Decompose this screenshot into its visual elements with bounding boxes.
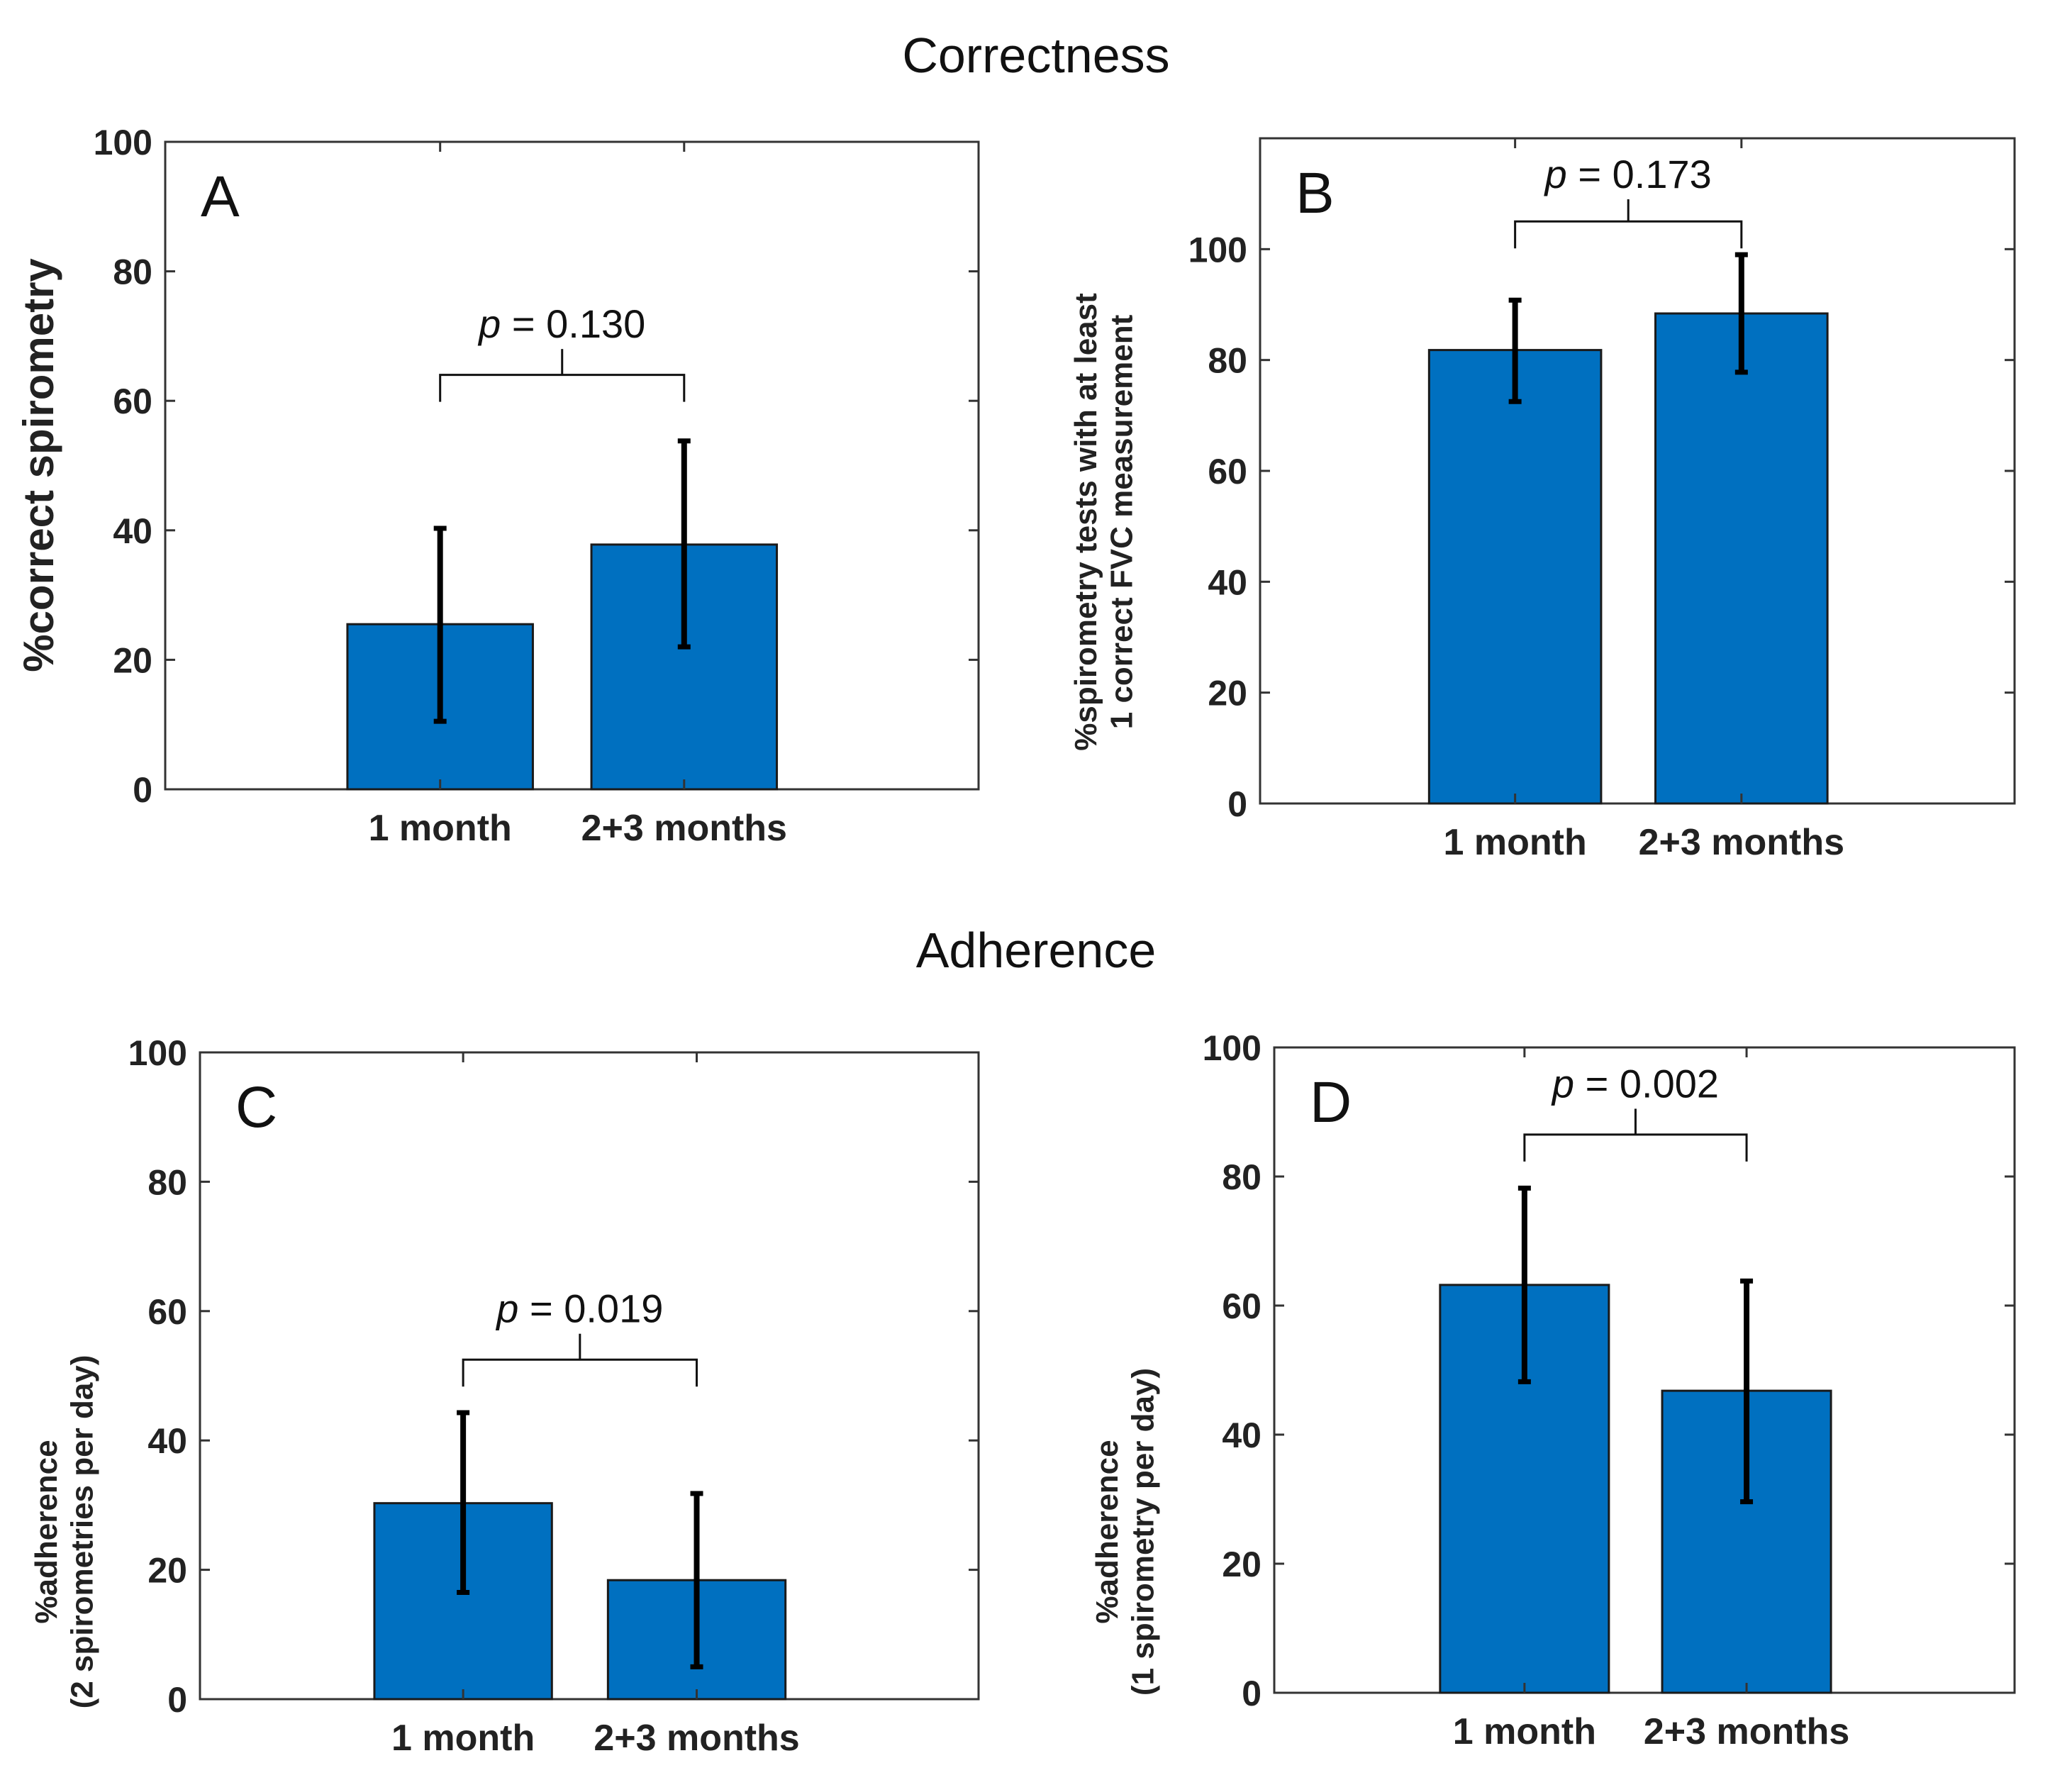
x-category-label: 1 month xyxy=(369,808,512,849)
x-category-label: 1 month xyxy=(391,1718,535,1759)
plot-area xyxy=(164,140,980,791)
y-tick-label: 40 xyxy=(113,511,152,551)
y-axis-label: %correct spirometry xyxy=(15,258,62,672)
p-value-label: p = 0.130 xyxy=(477,301,645,346)
panel-label: B xyxy=(1296,161,1335,226)
y-tick-label: 100 xyxy=(128,1033,187,1073)
y-axis-label: %spirometry tests with at least1 correct… xyxy=(1069,293,1140,751)
y-tick-label: 40 xyxy=(1222,1415,1261,1455)
p-value-symbol: p xyxy=(1544,152,1567,196)
y-axis-label-line: (1 spirometry per day) xyxy=(1126,1368,1161,1696)
section-title-adherence: Adherence xyxy=(915,923,1157,978)
y-tick-label: 0 xyxy=(167,1680,187,1720)
plot-area xyxy=(1273,1046,2016,1694)
p-value-text: = 0.002 xyxy=(1574,1061,1719,1106)
chart-panel-c: 0 20 40 60 80 100 1 month 2+3 months p = 0.019 C%… xyxy=(29,1033,980,1759)
y-tick-label: 20 xyxy=(113,640,152,680)
y-tick-label: 100 xyxy=(1188,230,1247,269)
bar xyxy=(1654,312,1829,805)
y-tick-label: 0 xyxy=(133,770,152,810)
chart-panel-a: 0 20 40 60 80 100 1 month 2+3 months p = 0.130 A%… xyxy=(15,123,980,849)
y-tick-label: 40 xyxy=(1208,562,1247,602)
y-tick-label: 60 xyxy=(1208,452,1247,491)
bar xyxy=(1427,349,1603,805)
section-title-correctness: Correctness xyxy=(902,28,1170,83)
x-category-label: 1 month xyxy=(1444,822,1587,863)
y-tick-label: 20 xyxy=(147,1551,187,1591)
y-tick-label: 20 xyxy=(1208,674,1247,713)
p-value-symbol: p xyxy=(1551,1061,1574,1106)
y-axis-label-line: 1 correct FVC measurement xyxy=(1105,314,1140,729)
y-tick-label: 80 xyxy=(113,252,152,292)
y-tick-label: 60 xyxy=(147,1292,187,1332)
y-tick-label: 80 xyxy=(1208,341,1247,381)
p-value-symbol: p xyxy=(495,1286,518,1331)
y-axis-label: %adherence(1 spirometry per day) xyxy=(1090,1368,1161,1696)
y-tick-label: 60 xyxy=(113,382,152,421)
chart-panel-d: 0 20 40 60 80 100 1 month 2+3 months p = 0.002 D%… xyxy=(1090,1028,2016,1752)
y-tick-label: 0 xyxy=(1242,1674,1261,1713)
y-axis-label-line: %adherence xyxy=(29,1440,64,1623)
panel-label: C xyxy=(235,1075,277,1140)
chart-panel-b: 0 20 40 60 80 100 1 month 2+3 months p = 0.173 B%… xyxy=(1069,137,2016,863)
x-category-label: 2+3 months xyxy=(1639,822,1844,863)
y-tick-label: 80 xyxy=(147,1162,187,1202)
p-value-label: p = 0.173 xyxy=(1544,152,1712,196)
y-axis-label: %adherence(2 spirometries per day) xyxy=(29,1355,100,1709)
y-axis-label-line: (2 spirometries per day) xyxy=(65,1355,100,1709)
p-value-label: p = 0.002 xyxy=(1551,1061,1719,1106)
y-axis-label-line: %spirometry tests with at least xyxy=(1069,293,1103,751)
x-category-label: 2+3 months xyxy=(594,1718,799,1759)
plot-area xyxy=(1259,137,2016,805)
y-tick-label: 0 xyxy=(1227,784,1247,824)
y-axis-label-line: %correct spirometry xyxy=(15,258,62,672)
y-tick-label: 100 xyxy=(1203,1028,1261,1068)
y-tick-label: 80 xyxy=(1222,1157,1261,1197)
y-tick-label: 100 xyxy=(94,123,152,162)
plot-area xyxy=(199,1051,980,1701)
p-value-symbol: p xyxy=(477,301,501,346)
panel-label: D xyxy=(1310,1070,1352,1135)
p-value-text: = 0.019 xyxy=(518,1286,663,1331)
x-category-label: 2+3 months xyxy=(581,808,787,849)
y-tick-label: 20 xyxy=(1222,1545,1261,1584)
p-value-text: = 0.130 xyxy=(501,301,645,346)
p-value-text: = 0.173 xyxy=(1567,152,1712,196)
y-tick-label: 40 xyxy=(147,1421,187,1461)
p-value-label: p = 0.019 xyxy=(495,1286,663,1331)
x-category-label: 2+3 months xyxy=(1644,1711,1849,1752)
x-category-label: 1 month xyxy=(1453,1711,1596,1752)
panel-label: A xyxy=(201,165,240,229)
y-axis-label-line: %adherence xyxy=(1090,1440,1125,1623)
y-tick-label: 60 xyxy=(1222,1286,1261,1326)
